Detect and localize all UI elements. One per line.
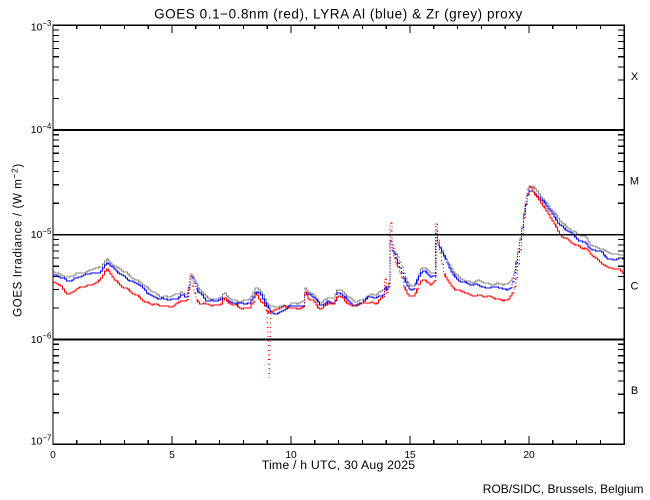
svg-text:10: 10 xyxy=(285,450,297,461)
svg-text:10−5: 10−5 xyxy=(31,227,52,241)
svg-text:5: 5 xyxy=(169,450,175,461)
svg-text:20: 20 xyxy=(523,450,535,461)
svg-text:10−3: 10−3 xyxy=(31,19,52,33)
svg-text:B: B xyxy=(631,385,638,397)
svg-text:X: X xyxy=(631,71,639,83)
svg-text:10−4: 10−4 xyxy=(31,122,52,136)
svg-text:0: 0 xyxy=(50,450,56,461)
svg-text:10−6: 10−6 xyxy=(31,332,52,346)
svg-text:GOES Irradiance / (W m−2): GOES Irradiance / (W m−2) xyxy=(10,163,25,317)
svg-text:15: 15 xyxy=(404,450,416,461)
svg-text:ROB/SIDC, Brussels, Belgium: ROB/SIDC, Brussels, Belgium xyxy=(483,482,644,496)
svg-text:10−7: 10−7 xyxy=(31,434,52,448)
svg-text:C: C xyxy=(631,281,639,293)
svg-text:GOES 0.1−0.8nm (red), LYRA Al: GOES 0.1−0.8nm (red), LYRA Al (blue) & Z… xyxy=(154,6,523,21)
svg-text:M: M xyxy=(630,176,639,188)
svg-text:Time / h UTC, 30 Aug 2025: Time / h UTC, 30 Aug 2025 xyxy=(262,458,416,472)
